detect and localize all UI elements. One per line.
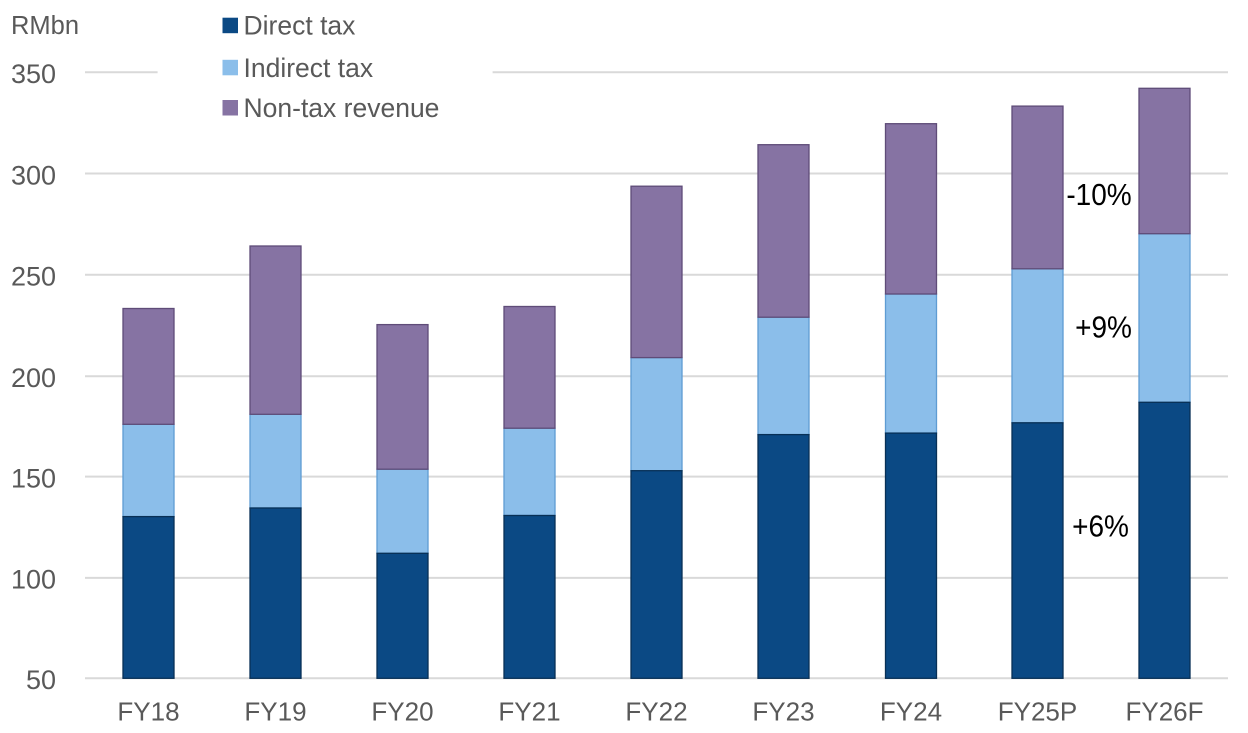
svg-text:Non-tax revenue: Non-tax revenue — [244, 93, 440, 123]
svg-text:FY18: FY18 — [117, 697, 179, 727]
svg-text:FY21: FY21 — [498, 697, 560, 727]
svg-text:300: 300 — [11, 160, 56, 190]
svg-text:FY19: FY19 — [244, 697, 306, 727]
svg-text:RMbn: RMbn — [11, 12, 79, 40]
svg-text:+6%: +6% — [1072, 509, 1129, 544]
svg-text:FY25P: FY25P — [998, 697, 1078, 727]
svg-text:100: 100 — [11, 565, 56, 595]
svg-text:Indirect tax: Indirect tax — [244, 53, 374, 83]
svg-text:150: 150 — [11, 463, 56, 493]
svg-text:FY24: FY24 — [880, 697, 942, 727]
svg-text:Direct tax: Direct tax — [244, 11, 356, 41]
svg-text:350: 350 — [11, 59, 56, 89]
svg-text:FY20: FY20 — [371, 697, 433, 727]
svg-text:FY26F: FY26F — [1125, 697, 1203, 727]
svg-text:-10%: -10% — [1066, 178, 1131, 213]
svg-text:250: 250 — [11, 262, 56, 292]
svg-text:FY23: FY23 — [752, 697, 814, 727]
svg-text:50: 50 — [26, 665, 56, 695]
svg-text:FY22: FY22 — [625, 697, 687, 727]
svg-text:200: 200 — [11, 363, 56, 393]
svg-text:+9%: +9% — [1075, 310, 1132, 345]
